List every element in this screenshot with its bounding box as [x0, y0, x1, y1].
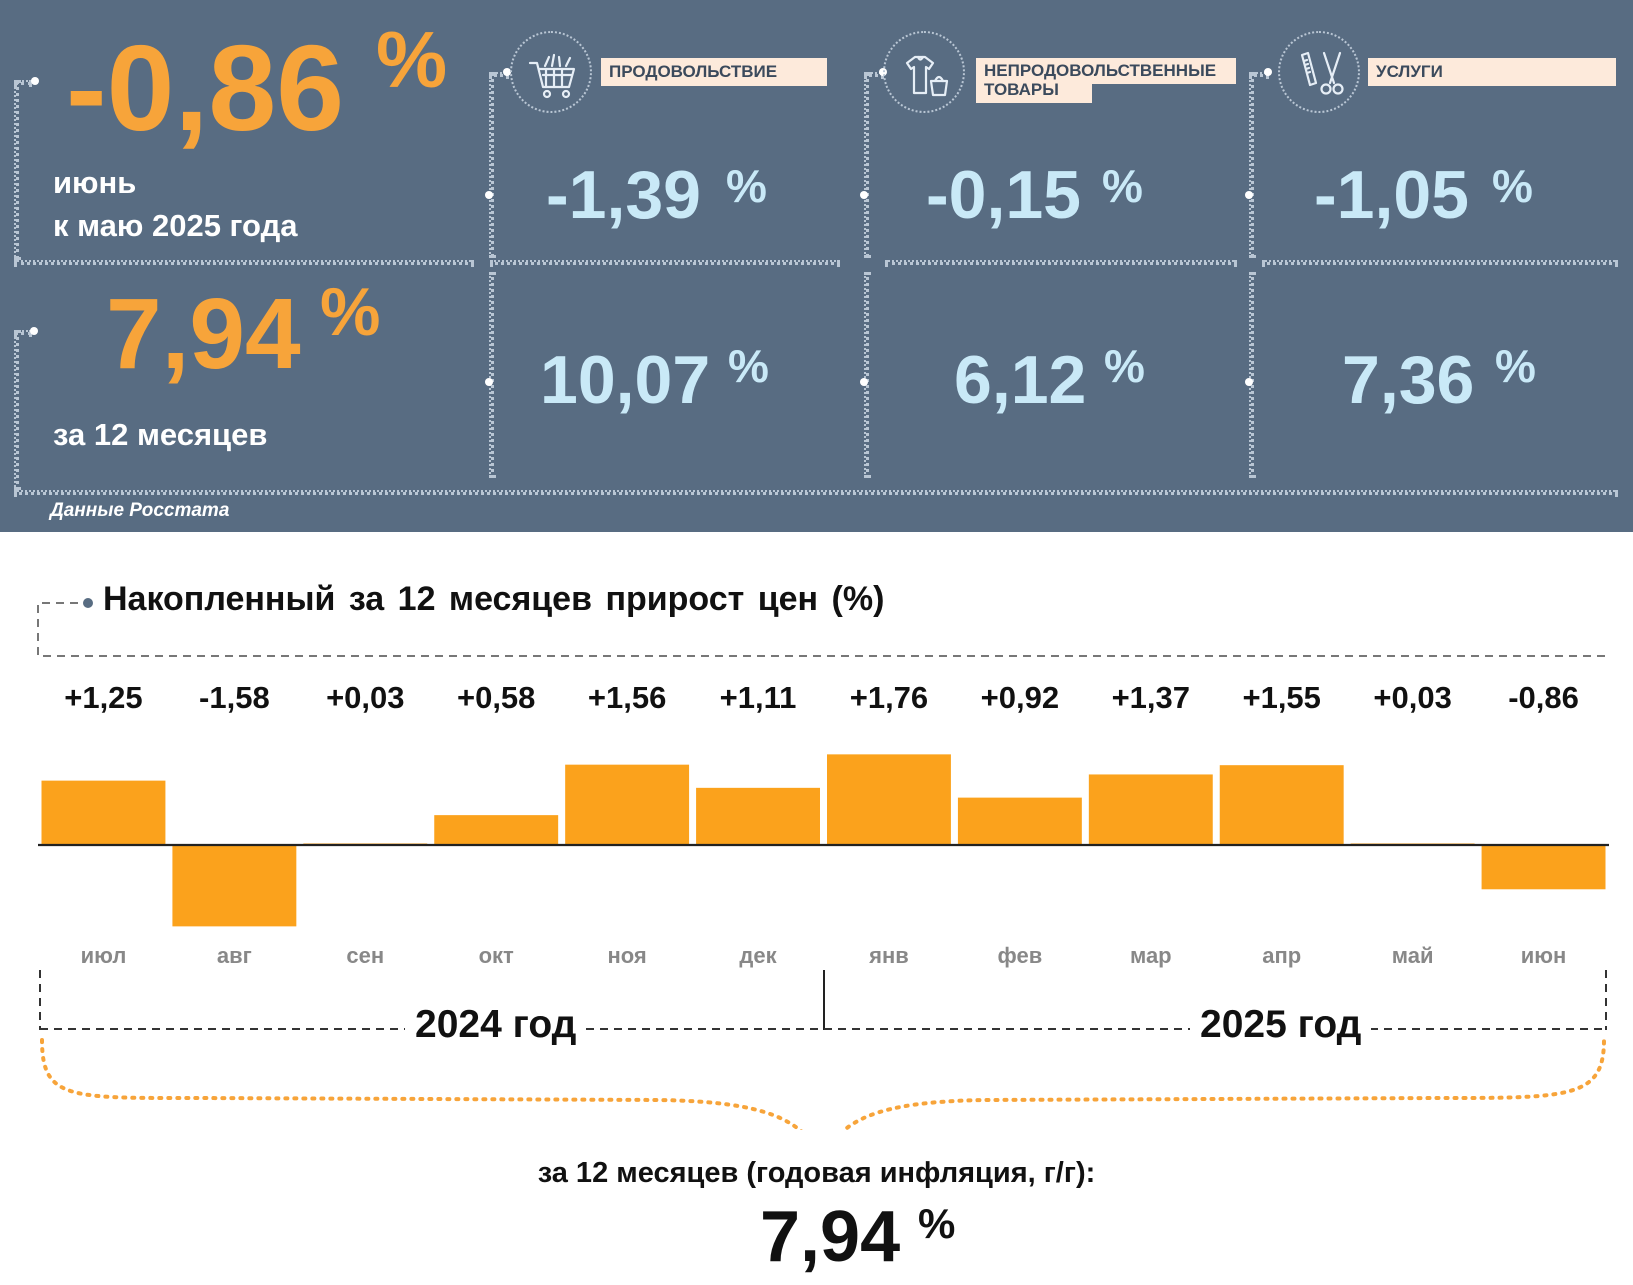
data-label-ноя: +1,56	[588, 680, 666, 715]
bar-фев	[957, 797, 1082, 845]
bar-июн	[1481, 845, 1606, 890]
data-label-окт: +0,58	[457, 680, 535, 715]
connector-dot	[1264, 68, 1272, 76]
connector-dot	[485, 191, 493, 199]
services-monthly-value: -1,05	[1314, 157, 1469, 233]
bar-окт	[434, 815, 559, 845]
connector-dot	[860, 378, 868, 386]
month-label-окт: окт	[479, 943, 514, 968]
nonfood-monthly-value: -0,15	[926, 157, 1081, 233]
data-label-янв: +1,76	[850, 680, 928, 715]
title-dot	[83, 598, 93, 608]
annual-total-caption: за 12 месяцев (годовая инфляция, г/г):	[537, 1157, 1096, 1189]
annual-total-value: 7,94	[760, 1197, 901, 1277]
data-label-май: +0,03	[1373, 680, 1451, 715]
month-label-дек: дек	[739, 943, 777, 968]
connector-dot	[1245, 378, 1253, 386]
food-monthly-percent: %	[726, 160, 767, 212]
data-label-июн: -0,86	[1508, 680, 1579, 715]
summary-panel: -0,86 % июнь к маю 2025 года 7,94 % за 1…	[0, 0, 1633, 532]
bar-chart: +1,25 июл -1,58 авг +0,03 сен +0,58 окт +1,56 ноя…	[37, 598, 1609, 1130]
annual-brace	[40, 1038, 1606, 1130]
scissors-comb-icon	[1278, 31, 1360, 113]
title-bracket-line	[37, 602, 1606, 657]
data-label-фев: +0,92	[981, 680, 1059, 715]
data-label-мар: +1,37	[1112, 680, 1190, 715]
data-label-дек: +1,11	[720, 680, 797, 715]
data-source: Данные Росстата	[50, 500, 230, 521]
bar-янв	[827, 754, 951, 845]
connector-dot	[1245, 191, 1253, 199]
bar-июл	[41, 780, 166, 845]
category-label-nonfood: НЕПРОДОВОЛЬСТВЕННЫЕ	[976, 58, 1236, 84]
data-label-июл: +1,25	[64, 680, 142, 715]
month-label-янв: янв	[868, 943, 909, 968]
year-label-2024: 2024 год	[405, 1003, 587, 1047]
month-label-ноя: ноя	[607, 943, 646, 968]
annual-caption: за 12 месяцев	[53, 417, 268, 452]
monthly-inflation-percent: %	[376, 15, 448, 104]
connector-dot	[860, 191, 868, 199]
month-label-апр: апр	[1262, 943, 1301, 968]
connector-dot	[31, 77, 39, 85]
chart-title: Накопленный за 12 месяцев прирост цен (%…	[103, 580, 885, 618]
nonfood-annual-value: 6,12	[954, 342, 1087, 418]
month-label-фев: фев	[998, 943, 1043, 968]
annual-inflation-value: 7,94	[106, 278, 301, 390]
bar-апр	[1219, 765, 1344, 845]
bar-мар	[1088, 774, 1213, 845]
services-monthly-percent: %	[1492, 160, 1533, 212]
shopping-cart-icon	[510, 31, 592, 113]
food-annual-percent: %	[728, 340, 769, 392]
nonfood-monthly-percent: %	[1102, 160, 1143, 212]
year-label-2025: 2025 год	[1190, 1003, 1372, 1047]
bar-ноя	[565, 764, 690, 845]
annual-inflation-percent: %	[320, 274, 381, 350]
food-annual-value: 10,07	[540, 342, 711, 418]
month-label-авг: авг	[217, 943, 252, 968]
category-label-nonfood-line2: ТОВАРЫ	[984, 80, 1059, 99]
nonfood-annual-percent: %	[1104, 340, 1145, 392]
data-label-апр: +1,55	[1242, 680, 1320, 715]
month-label-мар: мар	[1130, 943, 1172, 968]
category-label-food: ПРОДОВОЛЬСТВИЕ	[601, 58, 827, 86]
bar-авг	[172, 845, 297, 927]
annual-total-percent: %	[918, 1200, 956, 1247]
bar-дек	[696, 787, 820, 845]
monthly-caption-period: к маю 2025 года	[53, 208, 298, 243]
connector-dot	[485, 378, 493, 386]
category-label-nonfood-line1: НЕПРОДОВОЛЬСТВЕННЫЕ	[984, 61, 1217, 80]
monthly-caption-month: июнь	[53, 165, 137, 200]
data-label-авг: -1,58	[199, 680, 270, 715]
data-label-сен: +0,03	[326, 680, 404, 715]
category-label-nonfood-line2-box: ТОВАРЫ	[976, 80, 1092, 103]
services-annual-value: 7,36	[1342, 342, 1475, 418]
month-label-июн: июн	[1521, 943, 1567, 968]
month-label-май: май	[1392, 943, 1434, 968]
food-monthly-value: -1,39	[546, 157, 701, 233]
monthly-inflation-value: -0,86	[66, 20, 345, 156]
month-label-июл: июл	[81, 943, 127, 968]
month-label-сен: сен	[346, 943, 384, 968]
clothing-bag-icon	[883, 31, 965, 113]
connector-dot	[503, 68, 511, 76]
services-annual-percent: %	[1495, 340, 1536, 392]
category-label-services: УСЛУГИ	[1368, 58, 1616, 86]
connector-dot	[30, 327, 38, 335]
